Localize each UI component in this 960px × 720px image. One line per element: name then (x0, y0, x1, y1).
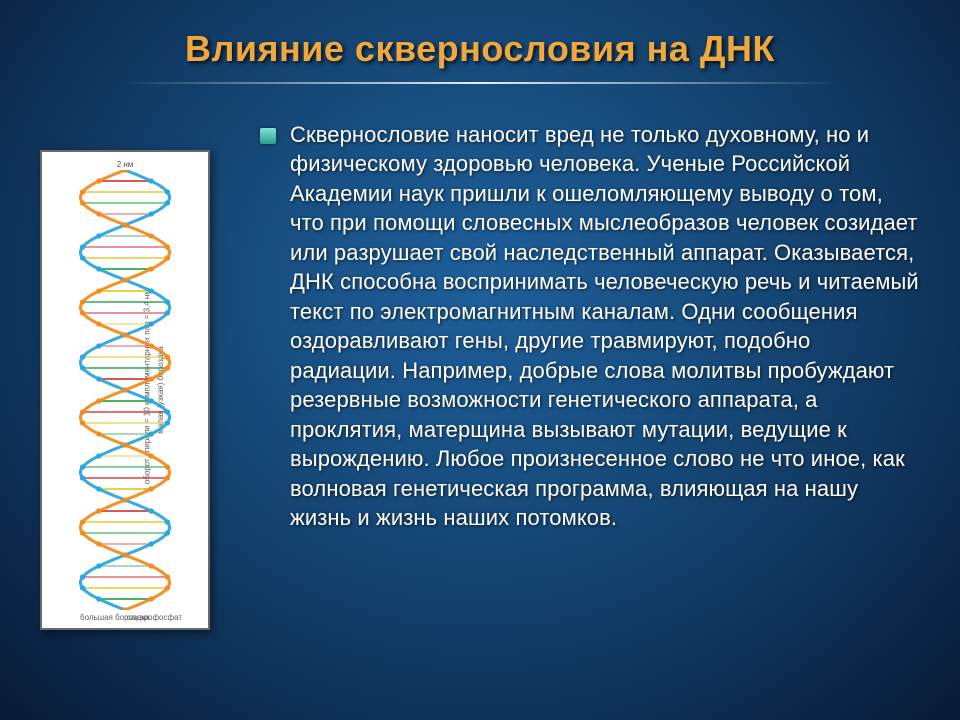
dna-bottom-right-label: сахарофосфат (127, 613, 182, 622)
dna-card: 2 нм 1 оборот спирали = 10 комплементарн… (40, 150, 210, 630)
title-bar: Влияние сквернословия на ДНК (60, 28, 900, 84)
body-text: Сквернословие наносит вред не только дух… (290, 120, 920, 533)
bullet-icon (260, 128, 276, 144)
slide: Влияние сквернословия на ДНК 2 нм 1 обор… (0, 0, 960, 720)
dna-scale-label: 2 нм (50, 160, 200, 169)
slide-title: Влияние сквернословия на ДНК (60, 28, 900, 70)
title-underline (120, 82, 840, 84)
dna-helix (72, 170, 178, 610)
dna-panel: 2 нм 1 оборот спирали = 10 комплементарн… (40, 150, 230, 630)
content-row: 2 нм 1 оборот спирали = 10 комплементарн… (40, 120, 920, 690)
body-panel: Сквернословие наносит вред не только дух… (260, 120, 920, 533)
